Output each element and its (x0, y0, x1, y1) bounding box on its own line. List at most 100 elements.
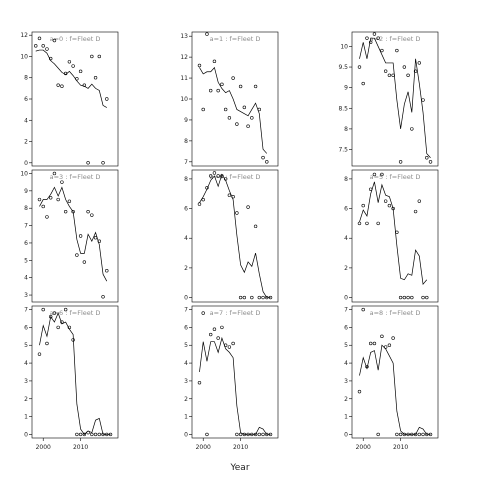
observed-point (60, 84, 64, 88)
observed-point (395, 48, 399, 53)
y-tick-label: 3 (24, 378, 28, 385)
y-tick-label: 4 (184, 360, 188, 367)
x-tick-label: 2000 (356, 444, 371, 451)
observed-point (78, 234, 83, 238)
observed-point (86, 430, 90, 435)
observed-point (52, 311, 57, 315)
panel-strip-label: a=5 : f=Fleet D (370, 173, 421, 181)
observed-point (391, 336, 395, 340)
observed-point (34, 44, 38, 48)
observed-point (417, 432, 422, 437)
observed-point (216, 336, 220, 340)
observed-point (223, 177, 228, 181)
y-tick-label: 1 (24, 414, 28, 421)
y-tick-label: 11 (180, 75, 188, 82)
panel-frame (191, 31, 279, 167)
y-tick-label: 2 (344, 396, 348, 403)
y-tick-label: 13 (180, 33, 188, 40)
y-tick-label: 10 (20, 53, 28, 60)
observed-point (97, 239, 102, 243)
observed-point (86, 161, 90, 165)
observed-point (235, 211, 239, 215)
y-tick-label: 2 (24, 396, 28, 403)
panel-7: a=5 : f=Fleet D 0 2 4 6 8 (344, 169, 439, 303)
y-tick-label: 8 (344, 126, 348, 133)
observed-point (406, 73, 410, 77)
y-tick-label: 7 (344, 307, 348, 314)
observed-point (45, 341, 49, 346)
y-tick-label: 3 (24, 292, 28, 299)
y-tick-label: 9.5 (338, 64, 348, 71)
y-tick-label: 6 (24, 96, 28, 103)
y-tick-label: 0 (344, 295, 348, 302)
panel-strip-label: a=2 : f=Fleet D (370, 35, 421, 43)
fitted-line (35, 49, 107, 108)
panel-frame (351, 31, 439, 167)
panel-frame (191, 305, 279, 439)
observed-point (63, 71, 68, 76)
observed-point (227, 193, 232, 197)
observed-point (82, 260, 87, 264)
observed-point (395, 230, 399, 234)
fitted-line (39, 186, 108, 282)
observed-point (265, 432, 269, 437)
y-tick-label: 4 (24, 117, 28, 124)
observed-point (372, 341, 377, 346)
panel-frame (191, 169, 279, 303)
panel-strip-label: a=0 : f=Fleet D (50, 35, 101, 43)
observed-point (246, 205, 250, 209)
observed-point (391, 73, 395, 77)
observed-point (205, 32, 209, 36)
observed-point (41, 44, 45, 48)
x-tick-label: 2010 (73, 444, 88, 451)
panel-strip-label: a=8 : f=Fleet D (370, 309, 421, 317)
observed-point (372, 172, 377, 177)
observed-point (45, 47, 49, 51)
y-tick-label: 9 (184, 117, 188, 124)
observed-point (220, 174, 224, 178)
observed-point (410, 432, 414, 437)
y-tick-label: 0 (184, 431, 188, 438)
observed-point (261, 432, 265, 437)
observed-point (387, 73, 392, 77)
y-tick-label: 0 (24, 431, 28, 438)
y-tick-label: 6 (184, 324, 188, 331)
y-tick-label: 6 (184, 206, 188, 213)
observed-point (75, 77, 79, 81)
observed-point (238, 84, 243, 89)
observed-point (45, 215, 49, 219)
observed-point (86, 209, 90, 214)
observed-point (257, 432, 262, 437)
observed-point (410, 127, 414, 131)
observed-point (227, 345, 232, 349)
observed-point (261, 295, 265, 300)
observed-point (387, 343, 392, 347)
y-tick-label: 5 (344, 342, 348, 349)
observed-point (223, 343, 228, 347)
panel-strip-label: a=3 : f=Fleet D (50, 173, 101, 181)
observed-point (368, 40, 373, 45)
observed-point (253, 432, 258, 437)
observed-point (265, 160, 269, 164)
observed-point (361, 81, 365, 86)
observed-point (425, 432, 429, 437)
observed-point (365, 364, 369, 369)
panel-6: a=2 : f=Fleet D 7.5 8 8.5 9 9.5 10 (338, 31, 439, 167)
observed-point (380, 172, 384, 177)
observed-point (250, 432, 254, 437)
observed-point (428, 160, 433, 164)
observed-point (105, 97, 109, 101)
observed-point (246, 124, 250, 128)
observed-point (402, 432, 407, 437)
observed-point (201, 197, 205, 202)
observed-point (398, 432, 403, 437)
observed-point (235, 432, 239, 437)
panel-8: a=8 : f=Fleet D 0 1 2 3 4 5 6 7 2000 2010 (344, 305, 439, 451)
y-tick-label: 10 (20, 170, 28, 177)
observed-point (246, 432, 250, 437)
observed-point (402, 65, 407, 69)
fitted-line (359, 37, 431, 158)
